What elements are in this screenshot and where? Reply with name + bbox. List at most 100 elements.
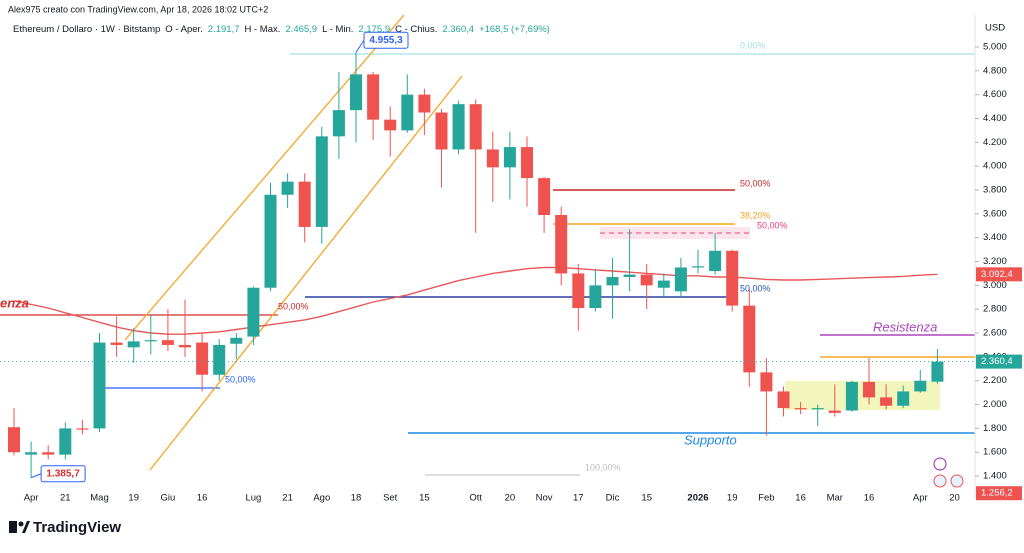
y-tick-label: 1.400 (983, 471, 1007, 482)
candle-body (8, 427, 20, 453)
channel-line (149, 75, 463, 471)
candle-body (657, 280, 670, 288)
candle-body (281, 181, 294, 195)
candle-body (127, 341, 140, 348)
header-part: 2.175,9 (358, 24, 390, 35)
candle-body (623, 274, 636, 278)
candle-body (503, 147, 516, 168)
alert-icon[interactable] (933, 457, 947, 471)
range-box (785, 381, 940, 410)
fib-label: 38,20% (740, 210, 771, 220)
candle-body (384, 119, 397, 131)
price-tag (976, 354, 1022, 369)
y-tick-label: 4.600 (983, 89, 1007, 100)
fib-label: 100,00% (585, 462, 621, 472)
candle-body (179, 344, 191, 348)
logo-text: TradingView (33, 519, 121, 536)
candle-body (692, 266, 704, 268)
x-tick-label: 16 (864, 493, 875, 504)
marker-label: 1.385,7 (46, 468, 80, 479)
header-part: L - Min. (322, 24, 353, 35)
candle-body (452, 104, 465, 150)
candle-body (521, 147, 533, 179)
x-tick-label: Nov (536, 493, 553, 504)
currency: USD (985, 23, 1005, 34)
candle-body (435, 112, 448, 150)
y-tick-label: 3.000 (983, 280, 1007, 291)
candle-body (247, 287, 260, 337)
x-tick-label: Feb (758, 493, 774, 504)
candle-body (777, 391, 790, 409)
x-tick-label: 19 (727, 493, 738, 504)
fib-label: 50,00% (278, 301, 309, 311)
x-tick-label: Ago (313, 493, 330, 504)
fib-label: 50,00% (740, 283, 771, 293)
candle-body (931, 361, 944, 382)
header-part: C - Chius. (395, 24, 437, 35)
candle-body (538, 178, 551, 216)
drawing-label: enza (0, 295, 29, 310)
credit: Alex975 creato con TradingView.com, Apr … (8, 4, 268, 14)
drawing-label: Supporto (684, 432, 737, 447)
x-tick-label: 20 (505, 493, 516, 504)
candle-body (350, 74, 362, 111)
price-tag-label: 2.360,4 (981, 356, 1013, 367)
candle-body (794, 408, 807, 410)
channel-line (124, 14, 405, 341)
candle-body (110, 342, 123, 345)
y-tick-label: 2.600 (983, 328, 1007, 339)
x-tick-label: Mag (90, 493, 108, 504)
candle-body (367, 74, 380, 120)
flag-icon[interactable] (950, 474, 964, 488)
header-part: 2.465,9 (285, 24, 317, 35)
fib-label: 0,00% (740, 40, 766, 50)
candle-body (161, 340, 174, 345)
price-tag-label: 3.092,4 (981, 269, 1013, 280)
drawings (0, 14, 975, 476)
x-tick-label: Apr (913, 493, 928, 504)
candle-body (914, 380, 927, 392)
plot (8, 52, 944, 478)
y-tick-label: 3.200 (983, 256, 1007, 267)
candle-body (760, 372, 773, 392)
candle-body (418, 94, 431, 113)
y-tick-label: 4.400 (983, 113, 1007, 124)
candle-body (572, 273, 585, 308)
candle-body (264, 194, 277, 288)
candle-body (332, 110, 345, 137)
y-tick-label: 5.000 (983, 41, 1007, 52)
candle-body (897, 391, 910, 406)
logo[interactable]: TradingView (9, 519, 121, 536)
candle-body (401, 94, 414, 131)
candle-body (93, 342, 106, 429)
candle-body (25, 452, 38, 455)
candle-body (298, 181, 311, 227)
y-tick-label: 4.200 (983, 137, 1007, 148)
marker-label: 4.955,3 (369, 35, 403, 46)
header-part: H - Max. (245, 24, 281, 35)
candle-body (606, 277, 619, 286)
fib-label: 50,00% (740, 178, 771, 188)
header-part: 2.360,4 (442, 24, 474, 35)
y-tick-label: 3.800 (983, 185, 1007, 196)
flag-icon[interactable] (933, 474, 947, 488)
header-part: +168,5 (+7,69%) (479, 24, 550, 35)
candle-body (59, 428, 72, 455)
price-tag (976, 267, 1022, 282)
y-tick-label: 2.200 (983, 375, 1007, 386)
x-tick-label: 15 (641, 493, 652, 504)
candle-body (845, 381, 858, 411)
y-tick-label: 2.000 (983, 399, 1007, 410)
header-part: Ethereum / Dollaro · 1W · Bitstamp (13, 24, 160, 35)
y-tick-label: 4.800 (983, 65, 1007, 76)
price-tag (976, 486, 1022, 501)
candle-body (726, 250, 739, 306)
candle-body (709, 250, 722, 272)
y-tick-label: 2.800 (983, 304, 1007, 315)
marker-pointer (355, 40, 365, 53)
x-tick-label: Set (383, 493, 398, 504)
candle-body (589, 285, 602, 308)
x-tick-label: 21 (282, 493, 293, 504)
x-tick-label: 2026 (687, 493, 708, 504)
